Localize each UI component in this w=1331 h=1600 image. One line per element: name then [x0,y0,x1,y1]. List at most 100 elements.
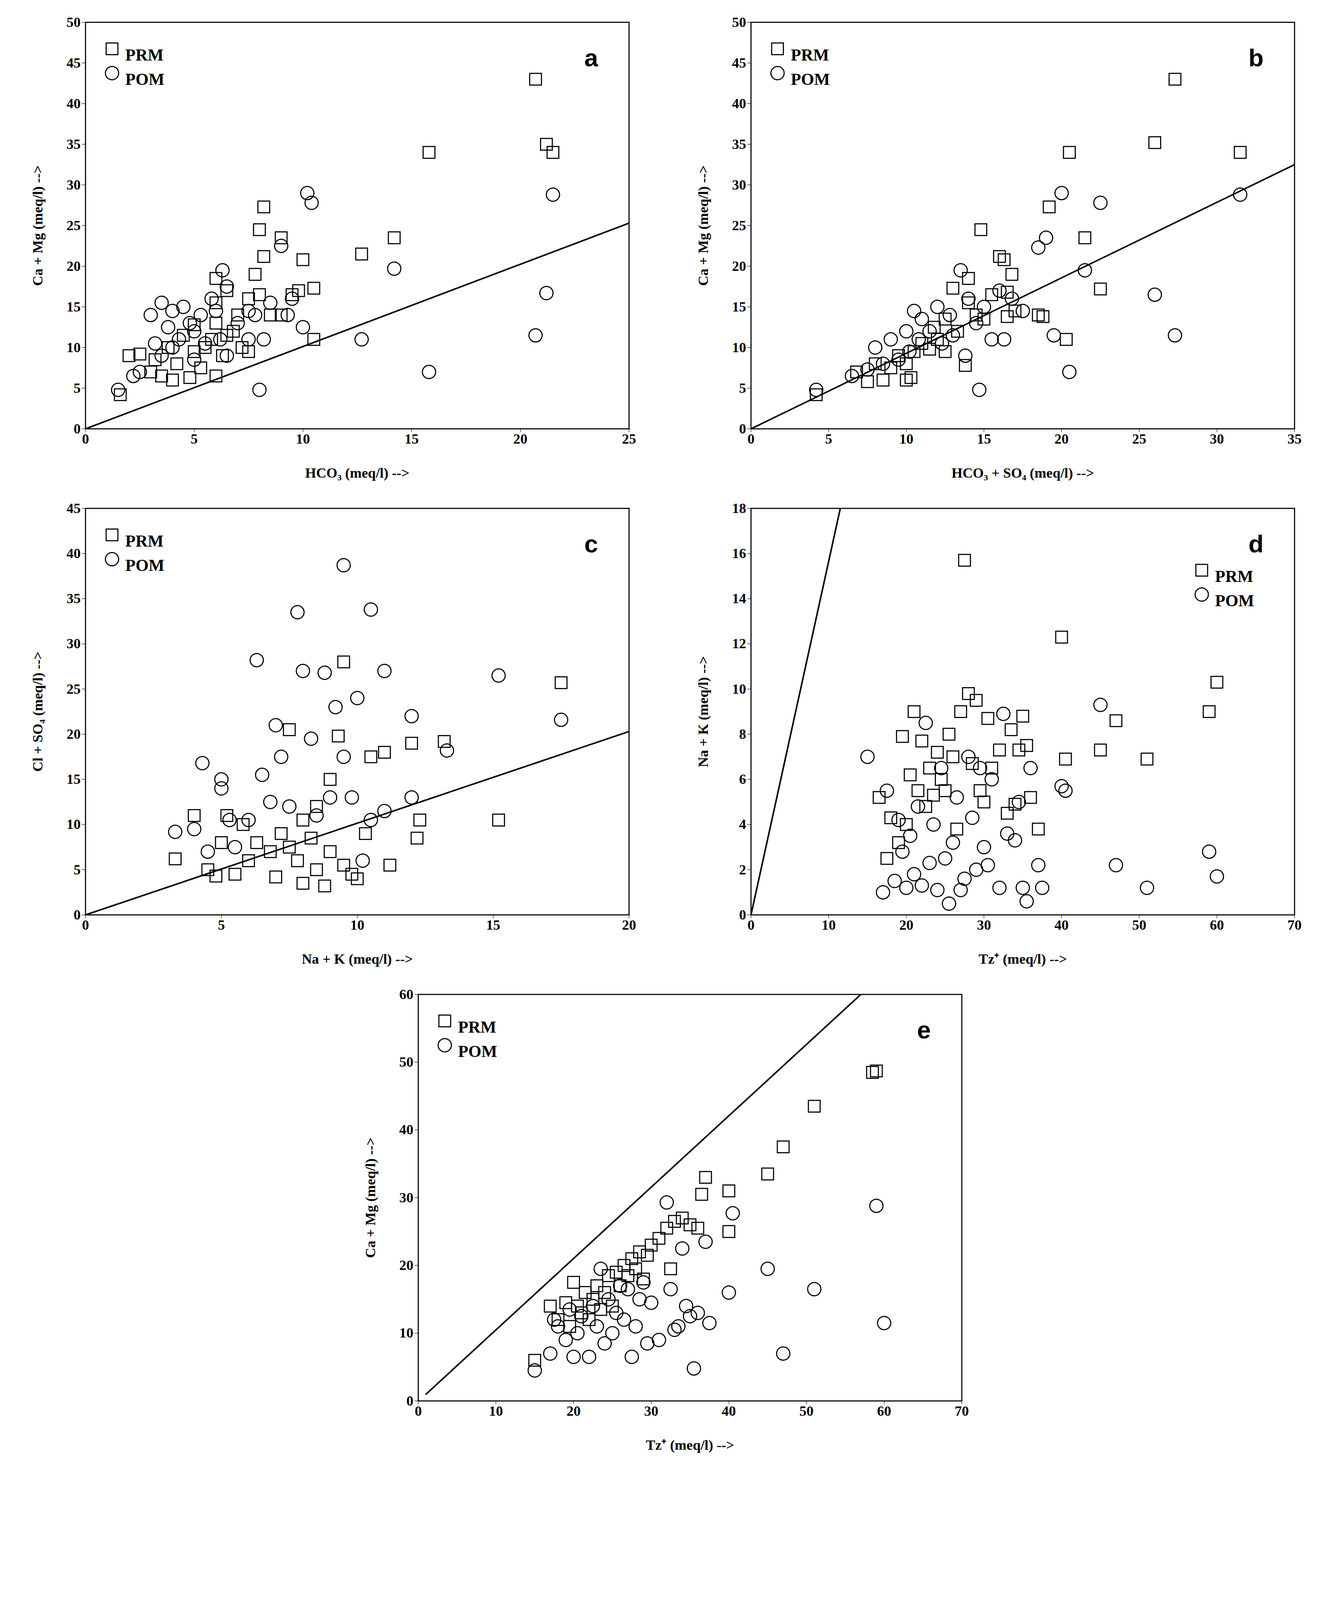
svg-text:5: 5 [73,861,81,878]
svg-text:5: 5 [73,380,81,396]
svg-text:Na + K (meq/l) -->: Na + K (meq/l) --> [301,950,414,967]
svg-text:10: 10 [296,430,311,447]
svg-text:40: 40 [66,545,81,562]
svg-text:Ca + Mg (meq/l) -->: Ca + Mg (meq/l) --> [29,165,46,286]
svg-text:10: 10 [732,339,747,356]
svg-text:a: a [584,43,599,72]
svg-text:20: 20 [513,430,528,447]
svg-text:60: 60 [1209,916,1225,933]
svg-text:10: 10 [488,1403,503,1419]
svg-text:POM: POM [125,69,165,89]
svg-text:40: 40 [399,1121,414,1138]
svg-text:5: 5 [825,430,833,447]
svg-text:10: 10 [899,430,914,447]
svg-text:14: 14 [732,590,747,607]
svg-text:0: 0 [739,906,747,923]
svg-text:60: 60 [877,1403,892,1419]
svg-text:15: 15 [66,771,81,788]
svg-text:15: 15 [977,430,992,447]
svg-text:0: 0 [73,420,81,437]
svg-text:POM: POM [790,69,831,89]
svg-text:15: 15 [486,916,501,933]
svg-text:0: 0 [82,916,90,933]
svg-text:50: 50 [799,1403,814,1419]
svg-text:0: 0 [747,916,755,933]
svg-text:25: 25 [66,217,81,234]
svg-text:35: 35 [66,590,81,607]
svg-text:4: 4 [739,816,747,833]
svg-text:35: 35 [1287,430,1302,447]
svg-text:c: c [584,529,598,558]
svg-text:16: 16 [732,545,747,562]
svg-text:60: 60 [399,986,414,1003]
svg-text:50: 50 [732,14,747,31]
svg-text:0: 0 [73,906,81,923]
svg-text:HCO₃ (meq/l) -->: HCO₃ (meq/l) --> [305,464,410,481]
svg-text:20: 20 [66,258,81,274]
svg-text:10: 10 [350,916,365,933]
svg-text:10: 10 [66,339,81,356]
svg-text:PRM: PRM [125,45,164,65]
svg-text:50: 50 [399,1053,414,1070]
svg-text:Cl + SO₄ (meq/l) -->: Cl + SO₄ (meq/l) --> [29,651,46,772]
svg-text:PRM: PRM [1215,566,1254,586]
svg-text:40: 40 [721,1403,736,1419]
svg-text:10: 10 [732,680,747,697]
svg-text:30: 30 [977,916,992,933]
svg-text:25: 25 [732,217,747,234]
svg-text:POM: POM [458,1041,498,1061]
svg-text:0: 0 [406,1392,414,1409]
svg-text:PRM: PRM [790,45,830,65]
svg-text:30: 30 [732,176,747,193]
svg-text:45: 45 [66,500,81,517]
svg-text:0: 0 [82,430,90,447]
svg-text:POM: POM [1215,591,1255,610]
svg-text:PRM: PRM [458,1017,497,1037]
svg-text:20: 20 [622,916,637,933]
svg-text:15: 15 [732,298,747,315]
svg-text:12: 12 [732,635,747,652]
svg-text:70: 70 [954,1403,970,1419]
svg-text:40: 40 [1054,916,1069,933]
svg-text:10: 10 [399,1324,414,1341]
svg-text:30: 30 [66,635,81,652]
svg-text:45: 45 [66,54,81,71]
svg-text:50: 50 [1132,916,1147,933]
svg-text:8: 8 [739,726,747,742]
svg-text:Tz⁺ (meq/l) -->: Tz⁺ (meq/l) --> [978,950,1068,967]
svg-text:10: 10 [66,816,81,833]
svg-text:20: 20 [732,258,747,274]
svg-text:35: 35 [66,136,81,153]
svg-text:45: 45 [732,54,747,71]
svg-text:40: 40 [66,95,81,112]
svg-text:20: 20 [566,1403,581,1419]
svg-text:20: 20 [399,1257,414,1274]
svg-text:POM: POM [125,555,165,575]
svg-text:20: 20 [899,916,914,933]
svg-text:0: 0 [414,1403,423,1419]
svg-text:20: 20 [1054,430,1069,447]
svg-text:6: 6 [739,771,747,788]
svg-text:5: 5 [190,430,198,447]
svg-text:e: e [916,1015,931,1044]
svg-text:25: 25 [1132,430,1147,447]
svg-text:b: b [1248,43,1264,72]
svg-text:50: 50 [66,14,81,31]
svg-text:40: 40 [732,95,747,112]
svg-text:30: 30 [66,176,81,193]
svg-text:5: 5 [217,916,225,933]
svg-text:25: 25 [66,680,81,697]
svg-text:Na + K (meq/l) -->: Na + K (meq/l) --> [695,656,712,768]
svg-text:PRM: PRM [125,531,164,551]
svg-text:35: 35 [732,136,747,153]
svg-text:Tz⁺ (meq/l) -->: Tz⁺ (meq/l) --> [646,1437,735,1453]
svg-text:0: 0 [739,420,747,437]
svg-text:0: 0 [747,430,755,447]
svg-text:d: d [1248,529,1264,558]
svg-text:HCO₃ + SO₄ (meq/l) -->: HCO₃ + SO₄ (meq/l) --> [951,464,1094,481]
svg-text:30: 30 [644,1403,659,1419]
svg-text:Ca + Mg (meq/l) -->: Ca + Mg (meq/l) --> [362,1137,379,1259]
svg-text:15: 15 [66,298,81,315]
svg-text:10: 10 [821,916,836,933]
svg-text:25: 25 [622,430,637,447]
